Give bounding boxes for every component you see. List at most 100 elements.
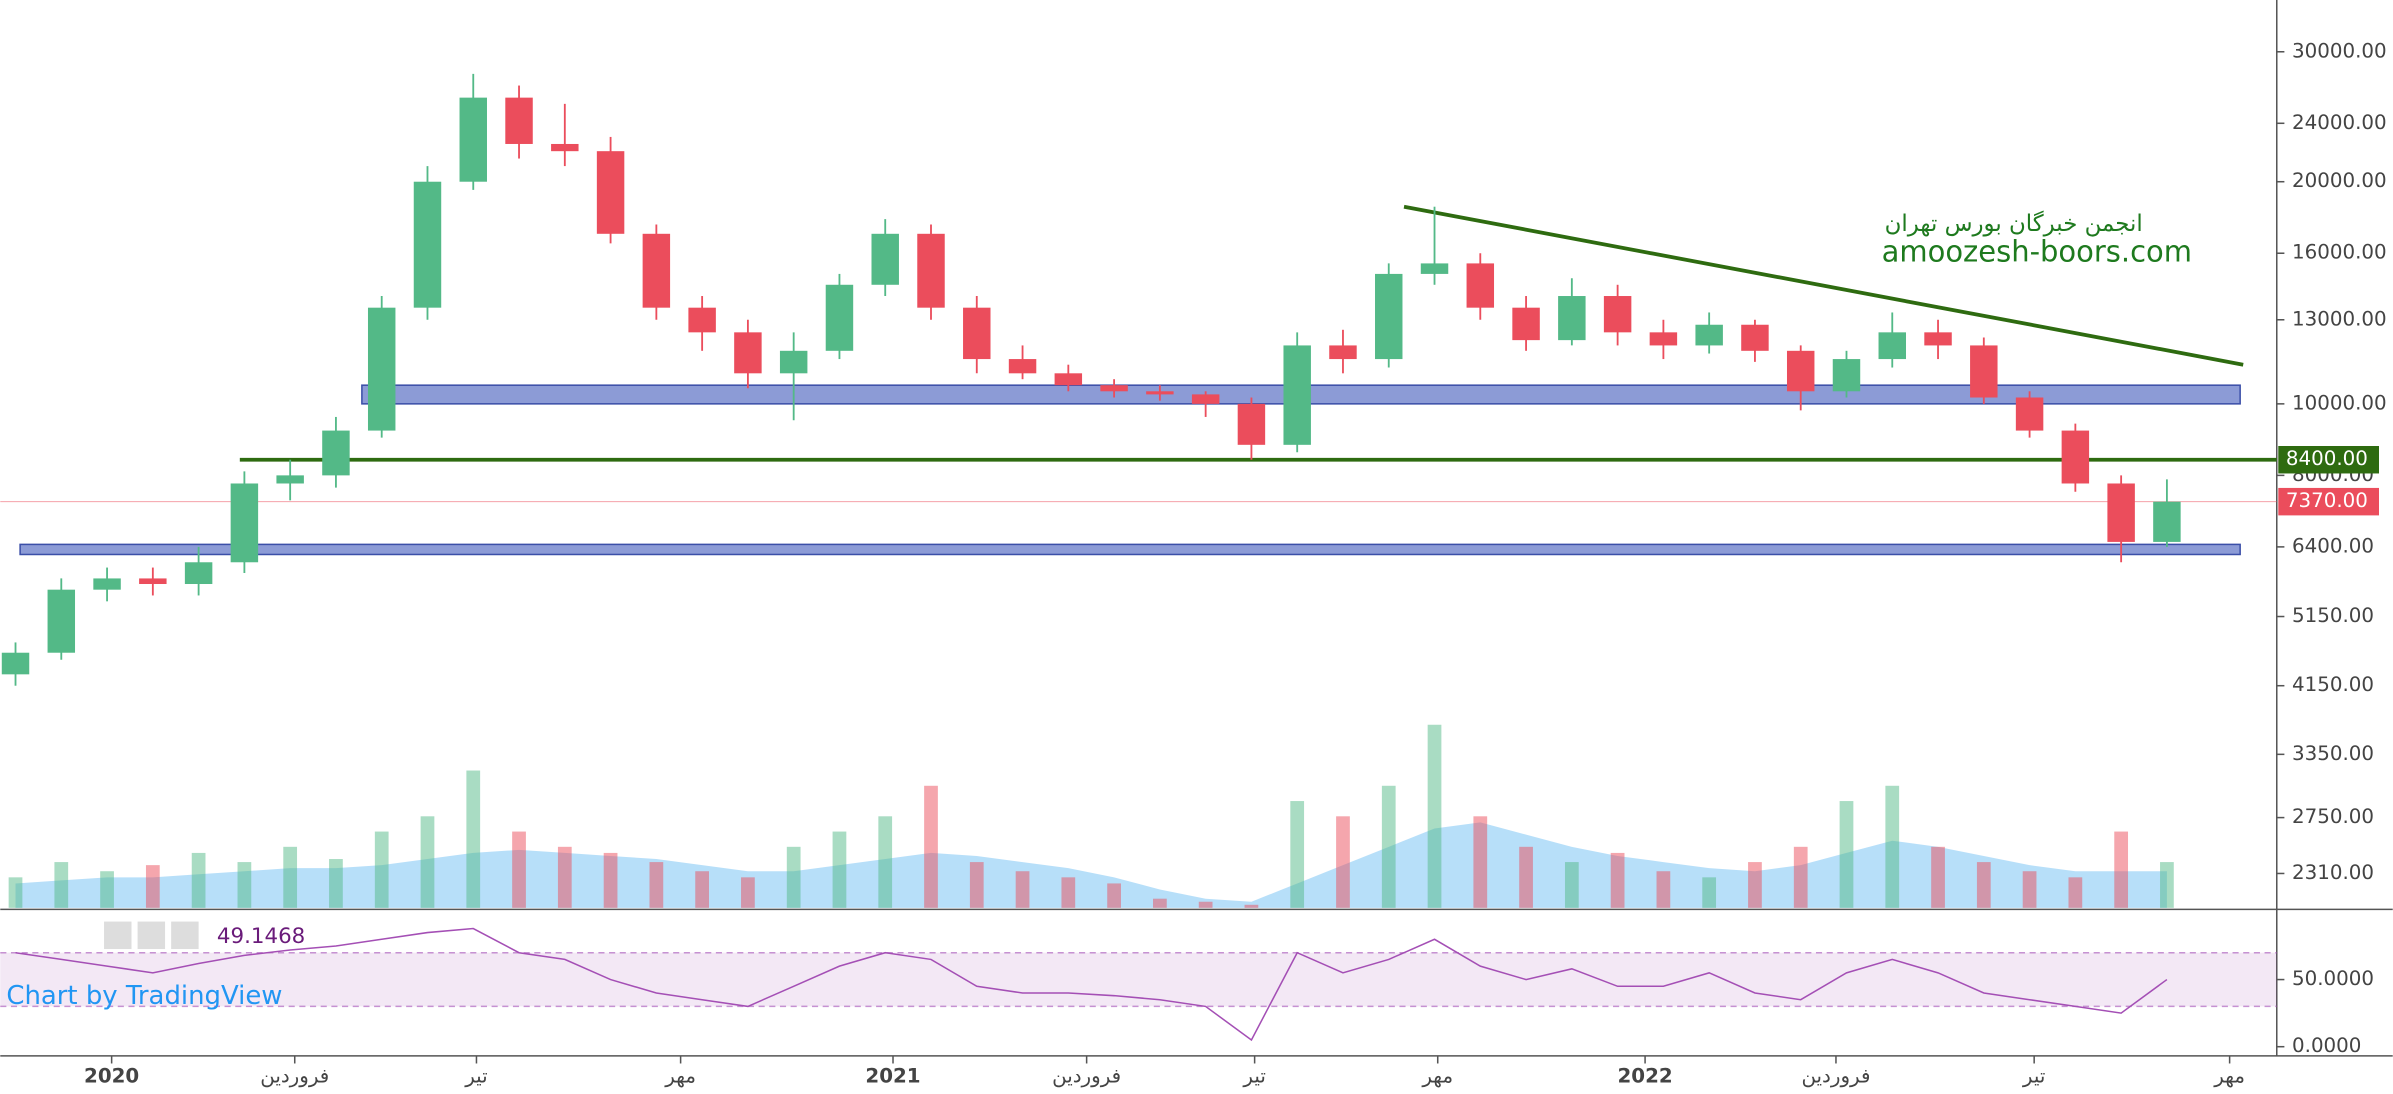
candle-body	[734, 332, 762, 374]
volume-bar	[878, 816, 893, 908]
candle-body	[963, 307, 991, 360]
rsi-tick-label: 0.0000	[2292, 1034, 2361, 1057]
button[interactable]	[171, 921, 199, 950]
volume-bar	[1519, 846, 1533, 908]
volume-bar	[1244, 904, 1259, 908]
volume-bar	[1748, 862, 1762, 908]
candle-body	[2061, 430, 2090, 484]
x-tick-label: 2022	[1617, 1065, 1672, 1088]
candle-body	[1237, 403, 1266, 445]
button[interactable]	[104, 921, 132, 950]
candle-body	[413, 181, 442, 308]
candle-body	[276, 475, 304, 484]
candle-body	[917, 233, 945, 308]
volume-bar	[1976, 862, 1991, 908]
y-tick-label: 6400.00	[2292, 534, 2374, 557]
volume-bar	[466, 770, 481, 908]
x-tick-label: مهر	[664, 1065, 696, 1088]
volume-bar	[832, 831, 847, 908]
volume-bar	[1381, 785, 1396, 908]
watermark-en: amoozesh-boors.com	[1882, 234, 2192, 268]
candle-body	[688, 307, 716, 333]
rsi-tick-label: 50.0000	[2292, 967, 2374, 990]
candle-body	[1695, 324, 1723, 346]
candle-body	[1786, 350, 1815, 392]
candle-body	[2015, 397, 2044, 431]
x-tick-label: فروردین	[260, 1065, 329, 1088]
volume-bar	[1061, 877, 1076, 908]
rsi-value: 49.1468	[217, 924, 305, 949]
candle-body	[1970, 345, 1998, 398]
candle-body	[1512, 307, 1540, 341]
watermark-fa: انجمن خبرگان بورس تهران	[1885, 210, 2143, 237]
candle-body	[1283, 345, 1311, 445]
volume-bar	[1015, 871, 1030, 908]
y-tick-label: 4150.00	[2292, 673, 2374, 696]
pane-buttons[interactable]	[104, 921, 199, 950]
volume-bar	[649, 862, 664, 908]
candle-body	[2107, 483, 2135, 542]
volume-bar	[1290, 801, 1305, 908]
x-tick-label: فروردین	[1801, 1065, 1870, 1088]
candle-body	[1329, 345, 1357, 360]
volume-bar	[100, 871, 114, 908]
volume-bar	[1564, 862, 1579, 908]
candle-body	[459, 97, 487, 182]
volume-bar	[512, 831, 526, 908]
x-tick-label: فروردین	[1052, 1065, 1121, 1088]
candle-body	[1466, 263, 1495, 308]
last-price-label: 7370.00	[2286, 489, 2368, 512]
volume-bar	[2114, 831, 2129, 908]
volume-bar	[145, 865, 160, 908]
volume-bar	[1702, 877, 1717, 908]
last-price-bg	[2278, 487, 2379, 516]
y-tick-label: 20000.00	[2292, 169, 2387, 192]
candle-body	[596, 151, 625, 234]
volume-bar	[1931, 846, 1945, 908]
candle-body	[1420, 263, 1449, 274]
volume-bar	[1153, 898, 1167, 908]
volume-bar	[329, 859, 343, 908]
volume-bar	[1336, 816, 1350, 908]
y-tick-label: 5150.00	[2292, 604, 2374, 627]
volume-bar	[2160, 862, 2174, 908]
candle-body	[1008, 359, 1037, 374]
volume-bar	[420, 816, 435, 908]
volume-bar	[695, 871, 709, 908]
candle-body	[1191, 394, 1220, 404]
candle-body	[1832, 359, 1861, 392]
y-tick-label: 24000.00	[2292, 111, 2387, 134]
candle-body	[505, 97, 533, 144]
x-tick-label: تیر	[464, 1065, 487, 1088]
x-tick-label: مهر	[1421, 1065, 1453, 1088]
candle-body	[1924, 332, 1952, 346]
candle-body	[779, 350, 808, 374]
volume-bar	[2022, 871, 2037, 908]
candle-body	[551, 143, 579, 152]
candle-body	[1375, 273, 1403, 360]
volume-bar	[786, 846, 801, 908]
candle-body	[230, 483, 259, 563]
candle-body	[1146, 391, 1174, 395]
volume-bar	[54, 862, 69, 908]
hline-label-bg	[2278, 446, 2379, 474]
hline-label: 8400.00	[2286, 447, 2368, 470]
volume-bar	[741, 877, 755, 908]
button[interactable]	[137, 921, 166, 950]
y-tick-label: 13000.00	[2292, 307, 2387, 330]
candle-body	[642, 233, 671, 308]
volume-ma-area	[15, 822, 2167, 908]
candle-body	[367, 307, 396, 431]
volume-bar	[8, 877, 23, 908]
candle-body	[1558, 296, 1586, 341]
candle-body	[93, 578, 121, 590]
volume-bar	[969, 862, 984, 908]
y-tick-label: 2310.00	[2292, 861, 2374, 884]
candle-body	[1054, 373, 1083, 386]
volume-bar	[1473, 816, 1488, 908]
volume-bar	[1107, 883, 1121, 908]
volume-bar	[557, 846, 572, 908]
candle-body	[47, 589, 76, 653]
volume-bar	[1793, 846, 1808, 908]
candle-body	[1100, 385, 1128, 392]
